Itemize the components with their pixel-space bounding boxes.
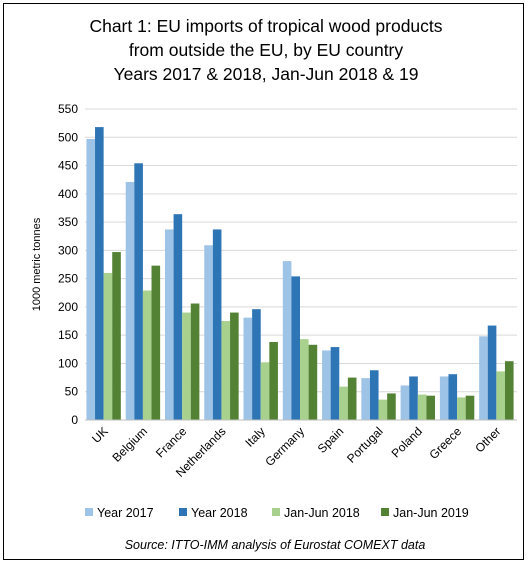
bars (86, 127, 514, 420)
bar (164, 229, 174, 420)
x-tick-label: UK (89, 424, 111, 446)
bar (387, 393, 396, 420)
x-tick-label: France (153, 424, 190, 461)
bar (347, 377, 357, 420)
bar (322, 350, 331, 420)
bar (103, 272, 113, 420)
bar (173, 214, 183, 420)
y-tick-label: 350 (58, 215, 78, 229)
y-tick-label: 100 (58, 356, 78, 370)
y-tick-label: 250 (58, 272, 78, 286)
bar (204, 245, 213, 420)
x-tick-label: Germany (262, 424, 307, 469)
bar (282, 261, 292, 420)
title-line-1: Chart 1: EU imports of tropical wood pro… (89, 16, 442, 36)
y-tick-label: 200 (58, 300, 78, 314)
legend-swatch (179, 508, 187, 516)
bar (243, 317, 253, 420)
x-tick-label: Spain (315, 424, 347, 456)
bar (417, 394, 427, 420)
bar (378, 399, 388, 420)
y-tick-label: 300 (58, 243, 78, 257)
bar (230, 312, 239, 420)
x-tick-label: Portugal (344, 424, 386, 466)
legend-swatch (381, 508, 389, 516)
legend-label: Jan-Jun 2018 (284, 506, 360, 520)
y-tick-label: 50 (65, 385, 79, 399)
y-axis-title: 1000 metric tonnes (31, 217, 43, 311)
bar (504, 361, 514, 420)
bar (369, 370, 379, 420)
bar (95, 127, 104, 420)
bar (409, 376, 418, 420)
bar (260, 362, 270, 420)
bar (479, 336, 488, 420)
bar (300, 339, 309, 420)
bar (496, 371, 505, 420)
bar (291, 276, 300, 420)
bar (457, 397, 466, 420)
legend-swatch (85, 508, 93, 516)
bar (125, 181, 135, 420)
x-tick-label: Other (472, 424, 503, 455)
y-tick-label: 400 (58, 187, 78, 201)
bar (221, 321, 231, 420)
bar (269, 341, 278, 420)
bar (330, 347, 340, 420)
x-tick-label: Greece (426, 424, 464, 462)
x-tick-label: Poland (389, 424, 425, 460)
y-tick-label: 150 (58, 328, 78, 342)
bar (487, 325, 497, 420)
bar (448, 374, 458, 420)
legend-swatch (272, 508, 280, 516)
y-axis-ticks: 0 50 100 150 200 250 300 350 400 450 500 550 (58, 102, 78, 427)
title-line-3: Years 2017 & 2018, Jan-Jun 2018 & 19 (114, 64, 419, 84)
title-line-2: from outside the EU, by EU country (129, 40, 404, 60)
bar (212, 229, 222, 420)
legend: Year 2017 Year 2018 Jan-Jun 2018 Jan-Jun 20… (85, 506, 469, 520)
bar (86, 138, 96, 420)
bar (439, 376, 449, 420)
bar (426, 395, 436, 420)
legend-label: Year 2017 (97, 506, 154, 520)
y-tick-label: 550 (58, 102, 78, 116)
y-tick-label: 500 (58, 130, 78, 144)
y-tick-label: 0 (71, 413, 78, 427)
bar (361, 378, 370, 420)
bar (308, 344, 318, 420)
bar (465, 395, 475, 420)
x-tick-label: Italy (242, 424, 267, 449)
bar (182, 312, 191, 420)
bar (112, 252, 121, 420)
legend-label: Year 2018 (191, 506, 248, 520)
bar (400, 385, 410, 420)
bar (252, 309, 261, 420)
x-tick-label: Belgium (109, 424, 150, 465)
bar (190, 303, 200, 420)
y-tick-label: 450 (58, 159, 78, 173)
bar (151, 265, 161, 420)
legend-label: Jan-Jun 2019 (393, 506, 469, 520)
bar (134, 163, 143, 420)
bar (339, 386, 348, 420)
bar (142, 290, 152, 420)
source-note: Source: ITTO-IMM analysis of Eurostat CO… (125, 538, 426, 552)
chart-title: Chart 1: EU imports of tropical wood pro… (89, 16, 442, 84)
